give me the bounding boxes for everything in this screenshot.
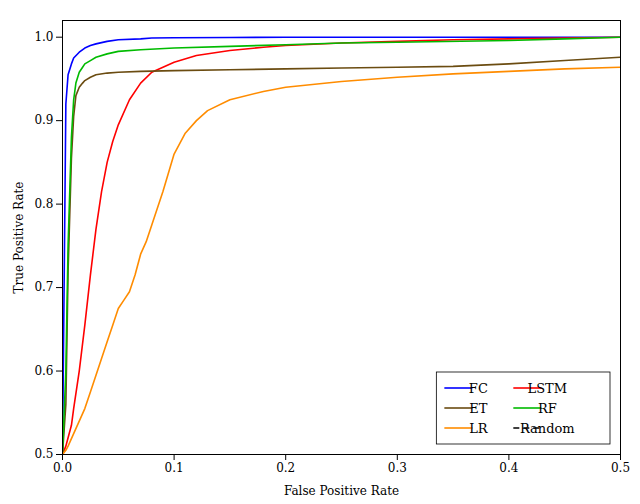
svg-text:0.6: 0.6: [34, 364, 53, 378]
svg-text:0.5: 0.5: [611, 461, 630, 475]
svg-text:0.2: 0.2: [276, 461, 295, 475]
svg-text:Random: Random: [520, 421, 575, 436]
svg-text:0.0: 0.0: [53, 461, 72, 475]
svg-text:ET: ET: [469, 401, 487, 416]
svg-text:0.7: 0.7: [34, 280, 53, 294]
svg-text:0.8: 0.8: [34, 197, 53, 211]
svg-text:LSTM: LSTM: [528, 381, 568, 396]
svg-text:0.3: 0.3: [388, 461, 407, 475]
svg-text:0.9: 0.9: [34, 113, 53, 127]
svg-text:RF: RF: [538, 401, 557, 416]
svg-text:FC: FC: [469, 381, 488, 396]
svg-text:0.5: 0.5: [34, 447, 53, 461]
svg-text:LR: LR: [469, 421, 489, 436]
svg-text:True Positive Rate: True Positive Rate: [12, 182, 26, 294]
svg-text:0.1: 0.1: [165, 461, 184, 475]
svg-text:1.0: 1.0: [34, 30, 53, 44]
svg-text:False Positive Rate: False Positive Rate: [284, 484, 399, 498]
svg-text:0.4: 0.4: [499, 461, 518, 475]
